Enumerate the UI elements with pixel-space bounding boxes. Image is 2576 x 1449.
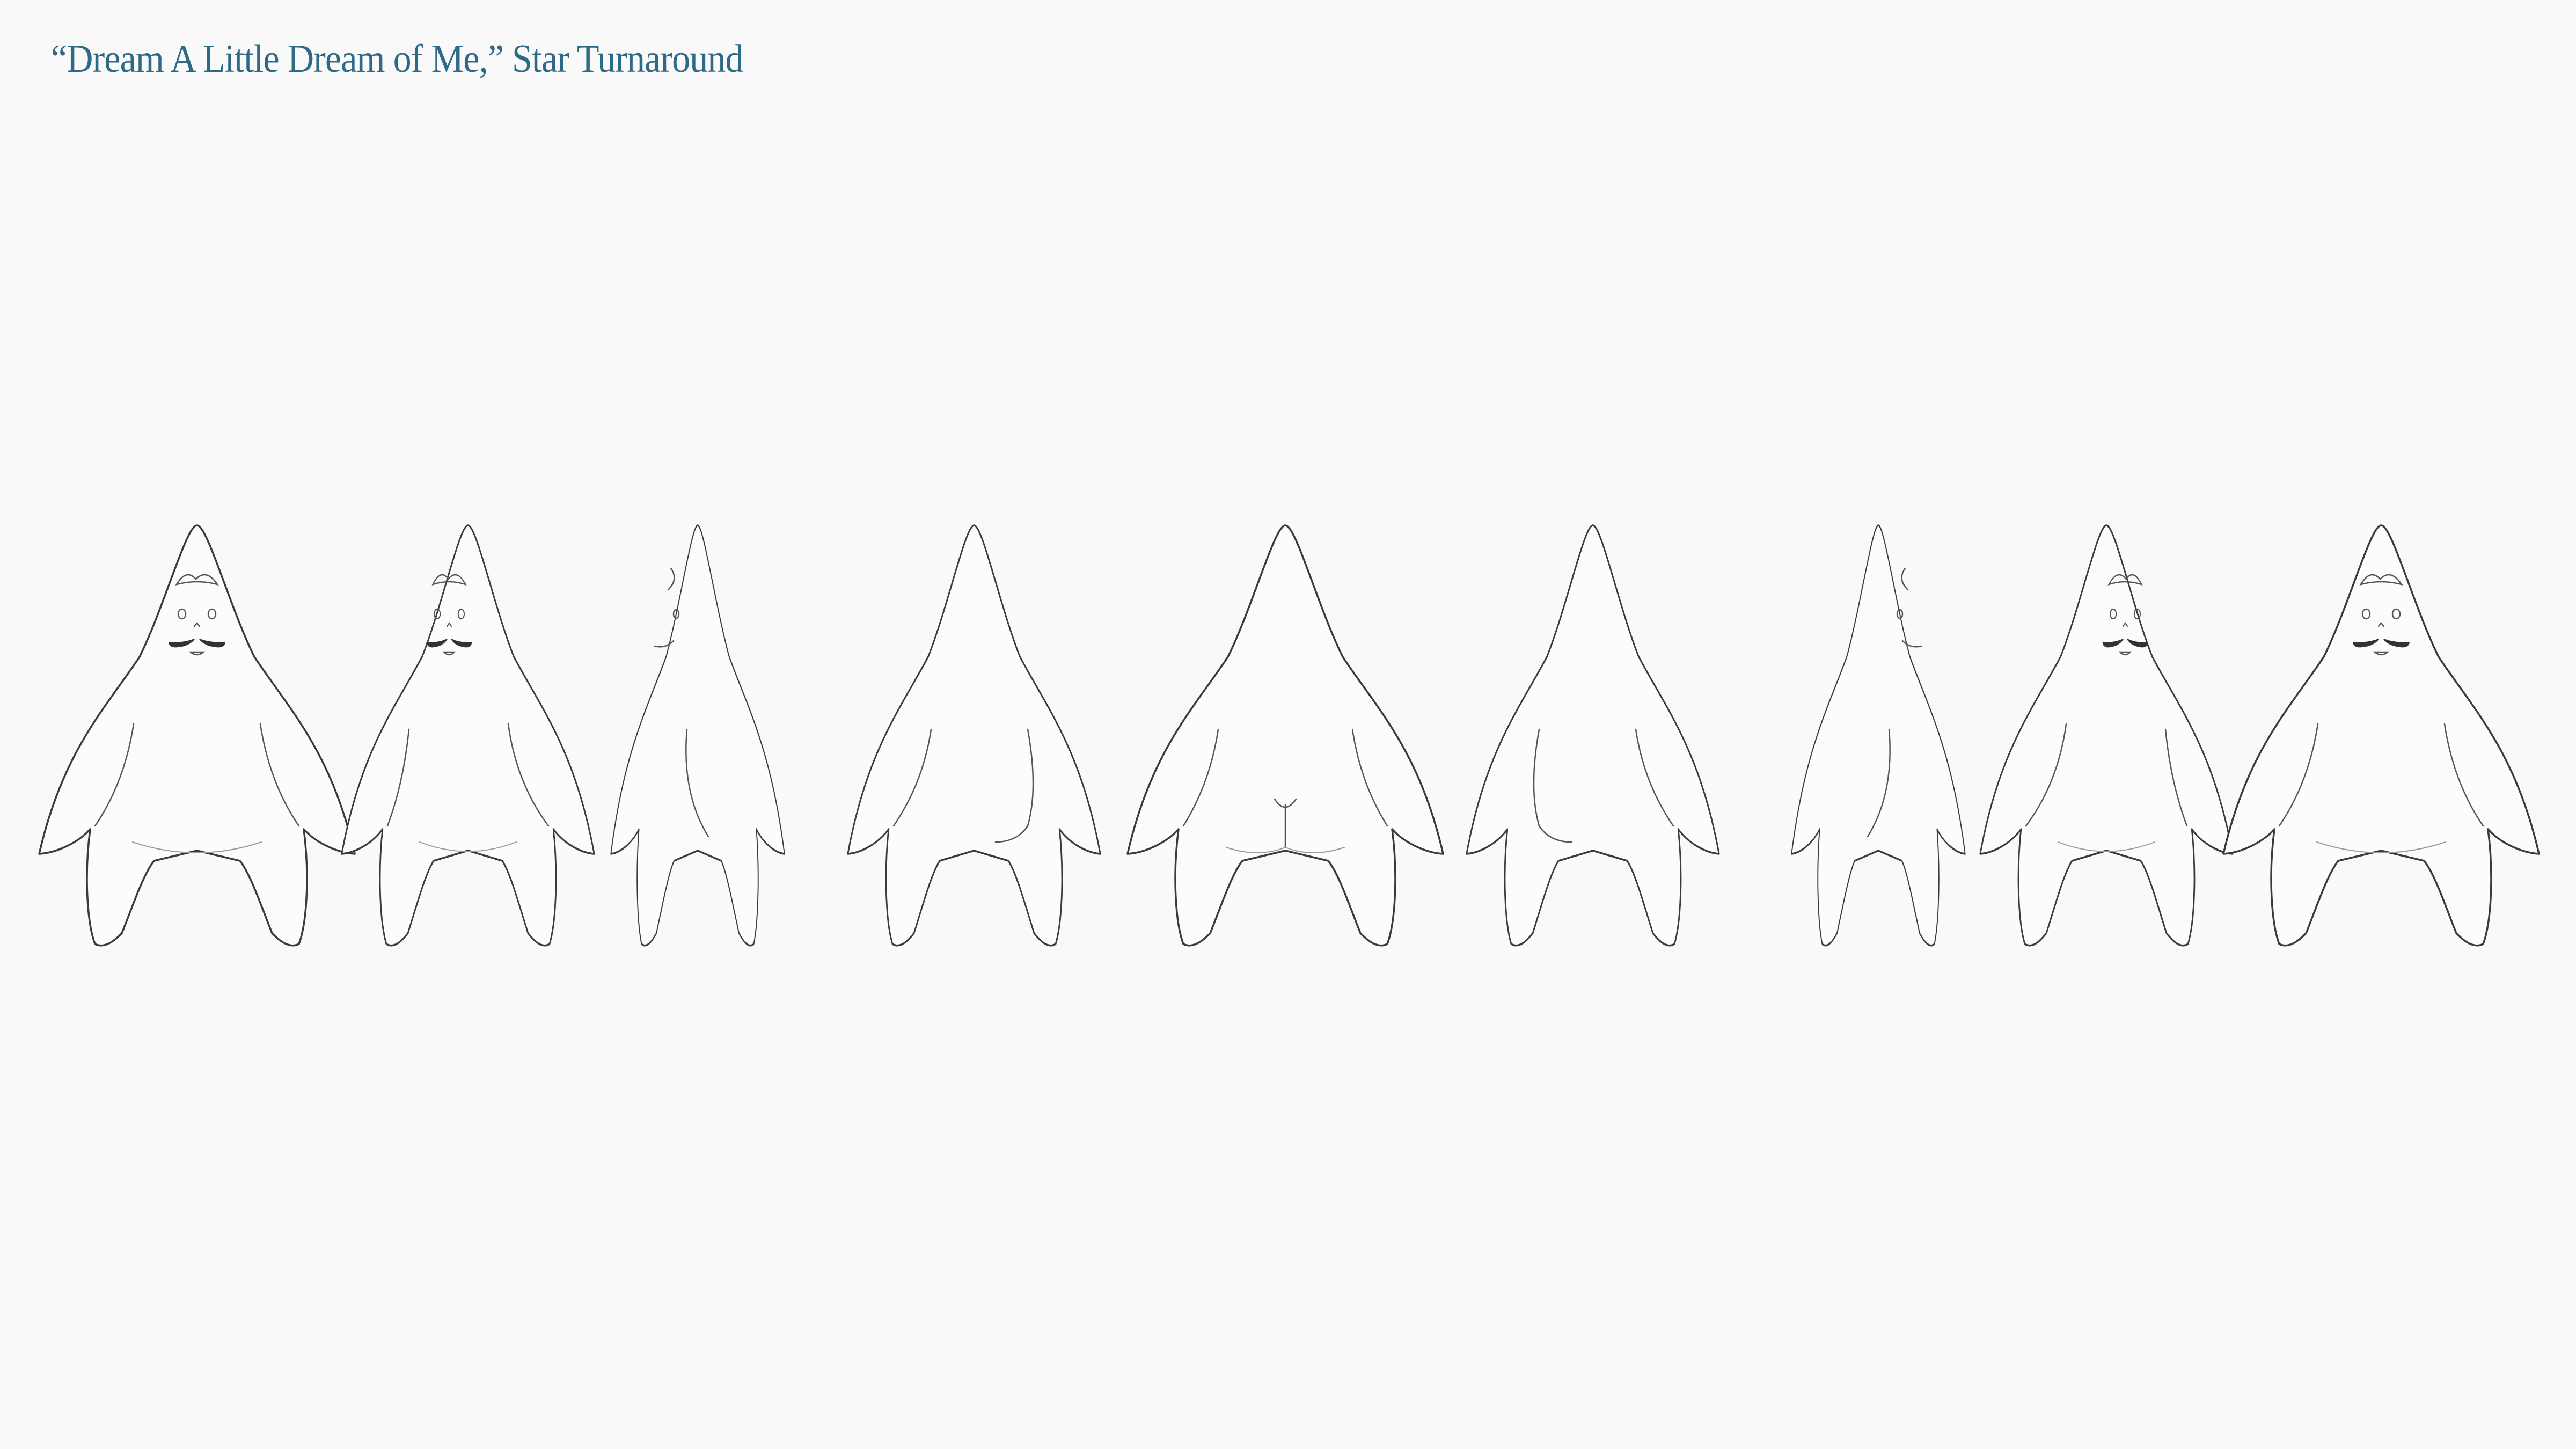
- figure-front-left: [39, 525, 355, 946]
- figure-three-quarter-back-left: [848, 525, 1100, 946]
- figure-side-right: [1791, 525, 1965, 946]
- sheet-title: “Dream A Little Dream of Me,” Star Turna…: [51, 37, 744, 81]
- figure-three-quarter-left: [342, 525, 594, 946]
- figure-back: [1128, 525, 1443, 946]
- figure-side-left: [611, 525, 784, 946]
- figure-three-quarter-back-right: [1467, 525, 1719, 946]
- figure-front-right: [2223, 525, 2539, 946]
- figure-three-quarter-right: [1980, 525, 2233, 946]
